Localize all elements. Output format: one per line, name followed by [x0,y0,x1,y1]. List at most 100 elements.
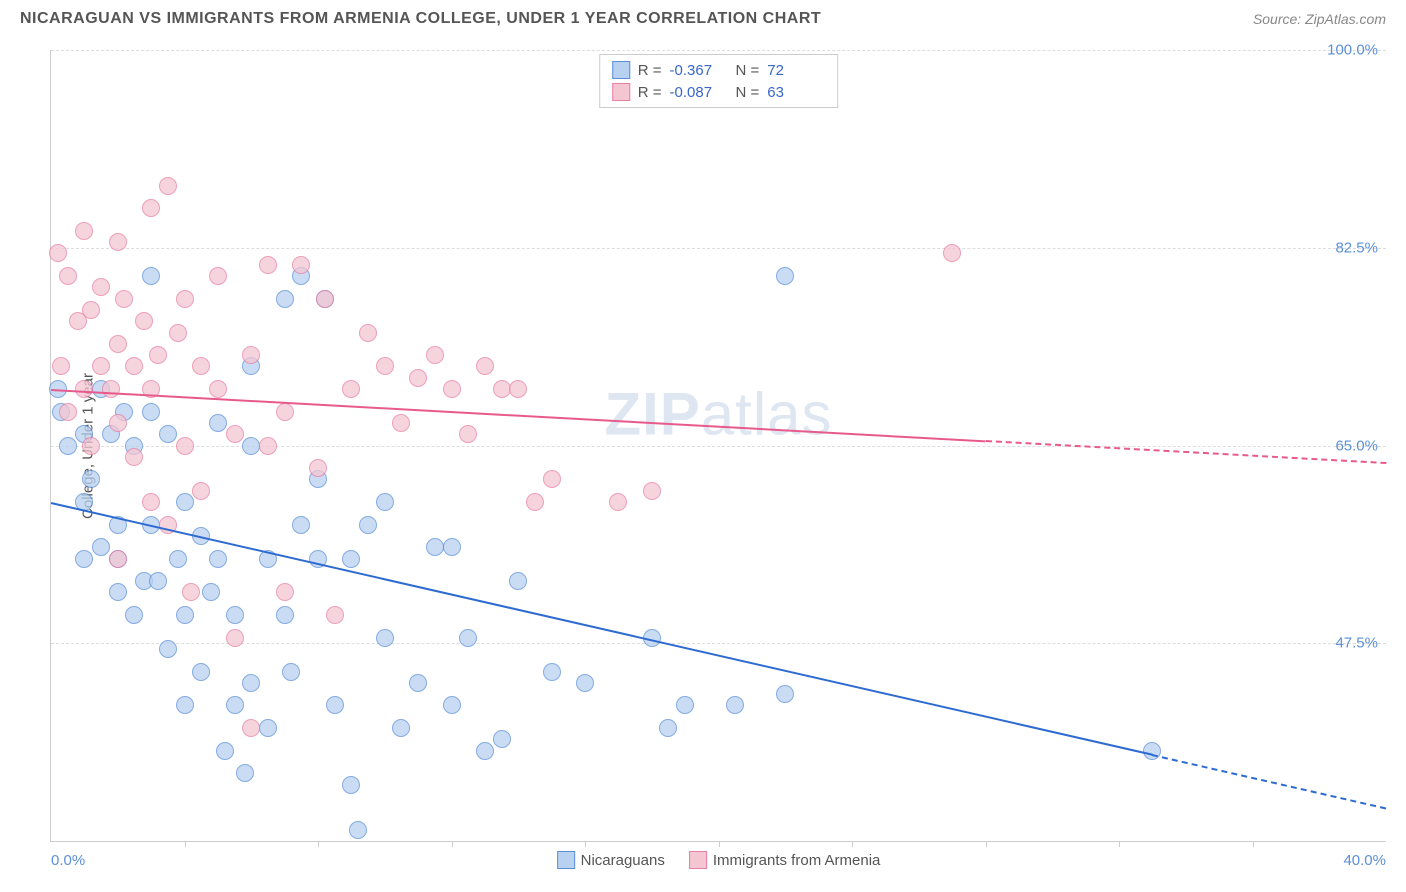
data-point-series-0 [242,437,260,455]
data-point-series-0 [659,719,677,737]
data-point-series-1 [409,369,427,387]
data-point-series-1 [75,222,93,240]
data-point-series-1 [169,324,187,342]
data-point-series-0 [236,764,254,782]
n-value-1: 63 [767,84,825,101]
gridline [51,248,1386,249]
swatch-series-0 [612,61,630,79]
data-point-series-0 [75,550,93,568]
legend-item-0: Nicaraguans [557,851,665,869]
watermark: ZIPatlas [604,379,832,448]
data-point-series-0 [376,629,394,647]
data-point-series-1 [526,493,544,511]
legend-item-1: Immigrants from Armenia [689,851,881,869]
data-point-series-0 [176,606,194,624]
data-point-series-1 [242,719,260,737]
data-point-series-1 [92,278,110,296]
data-point-series-1 [52,357,70,375]
data-point-series-0 [226,696,244,714]
data-point-series-1 [109,335,127,353]
bottom-legend: Nicaraguans Immigrants from Armenia [557,851,881,869]
x-tick [986,841,987,847]
data-point-series-0 [176,493,194,511]
legend-label-1: Immigrants from Armenia [713,852,881,869]
data-point-series-1 [242,346,260,364]
data-point-series-0 [376,493,394,511]
y-tick-label: 47.5% [1335,635,1378,652]
x-tick [719,841,720,847]
data-point-series-1 [209,380,227,398]
data-point-series-0 [169,550,187,568]
stats-row-series-1: R = -0.087 N = 63 [612,81,826,103]
data-point-series-1 [226,425,244,443]
data-point-series-1 [376,357,394,375]
data-point-series-0 [82,470,100,488]
data-point-series-0 [776,685,794,703]
data-point-series-1 [543,470,561,488]
x-tick [585,841,586,847]
stats-row-series-0: R = -0.367 N = 72 [612,59,826,81]
watermark-bold: ZIP [604,380,700,447]
data-point-series-0 [326,696,344,714]
data-point-series-1 [92,357,110,375]
data-point-series-0 [443,538,461,556]
data-point-series-0 [226,606,244,624]
data-point-series-0 [493,730,511,748]
r-label: R = [638,84,662,101]
data-point-series-0 [259,719,277,737]
data-point-series-1 [476,357,494,375]
y-tick-label: 65.0% [1335,437,1378,454]
data-point-series-1 [59,403,77,421]
data-point-series-1 [309,459,327,477]
data-point-series-1 [426,346,444,364]
data-point-series-1 [125,448,143,466]
swatch-series-1 [612,83,630,101]
data-point-series-1 [135,312,153,330]
n-label: N = [736,84,760,101]
data-point-series-0 [282,663,300,681]
x-tick [185,841,186,847]
data-point-series-1 [276,583,294,601]
stats-legend-box: R = -0.367 N = 72 R = -0.087 N = 63 [599,54,839,108]
data-point-series-0 [142,267,160,285]
data-point-series-0 [392,719,410,737]
data-point-series-0 [543,663,561,681]
data-point-series-1 [182,583,200,601]
data-point-series-1 [326,606,344,624]
data-point-series-1 [149,346,167,364]
data-point-series-0 [342,776,360,794]
data-point-series-1 [82,437,100,455]
y-tick-label: 100.0% [1327,42,1378,59]
data-point-series-1 [342,380,360,398]
data-point-series-1 [459,425,477,443]
data-point-series-0 [359,516,377,534]
data-point-series-0 [676,696,694,714]
legend-swatch-0 [557,851,575,869]
data-point-series-1 [109,233,127,251]
data-point-series-1 [276,403,294,421]
data-point-series-0 [292,516,310,534]
data-point-series-1 [125,357,143,375]
data-point-series-0 [109,583,127,601]
x-min-label: 0.0% [51,852,85,869]
data-point-series-0 [202,583,220,601]
n-value-0: 72 [767,62,825,79]
data-point-series-0 [242,674,260,692]
scatter-chart: ZIPatlas R = -0.367 N = 72 R = -0.087 N … [50,50,1386,842]
legend-swatch-1 [689,851,707,869]
data-point-series-0 [509,572,527,590]
data-point-series-1 [82,301,100,319]
data-point-series-1 [102,380,120,398]
data-point-series-1 [49,244,67,262]
trend-line [51,502,1153,756]
data-point-series-1 [259,437,277,455]
data-point-series-0 [276,606,294,624]
legend-label-0: Nicaraguans [581,852,665,869]
data-point-series-0 [209,550,227,568]
trend-line-dashed [985,440,1386,464]
data-point-series-1 [142,493,160,511]
data-point-series-1 [316,290,334,308]
gridline [51,643,1386,644]
data-point-series-1 [192,357,210,375]
trend-line-dashed [1152,754,1386,809]
